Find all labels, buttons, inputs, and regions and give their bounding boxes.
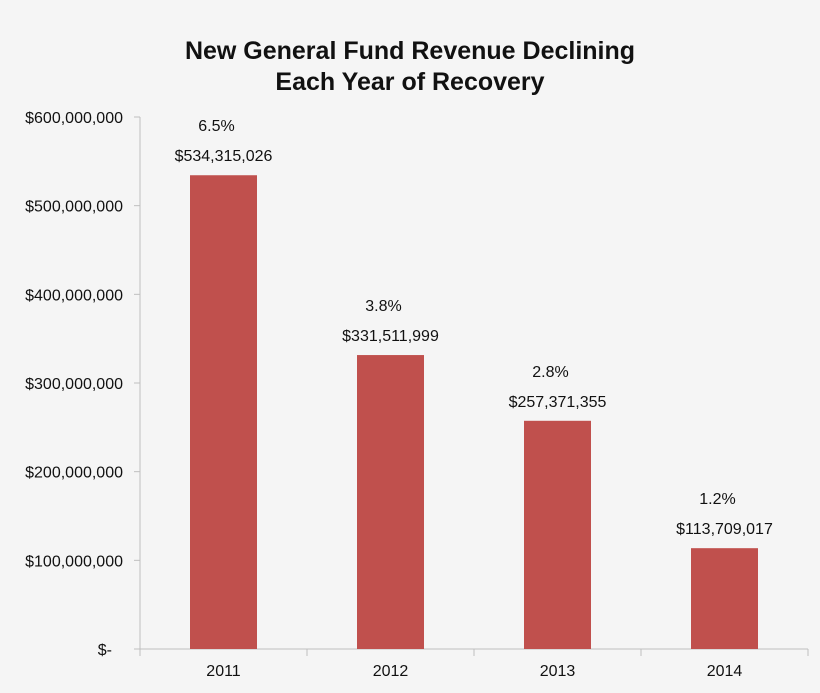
y-tick-label: $300,000,000 — [25, 376, 123, 393]
chart-title-line-1: New General Fund Revenue Declining — [184, 37, 636, 65]
x-tick-label: 2013 — [540, 663, 576, 680]
y-tick-label: $500,000,000 — [25, 199, 123, 216]
bar-2014 — [691, 548, 758, 649]
percent-label: 3.8% — [365, 298, 401, 315]
percent-label: 1.2% — [699, 491, 735, 508]
chart-title-line-2: Each Year of Recovery — [275, 68, 545, 96]
bar-2012 — [357, 355, 424, 649]
y-tick-label: $100,000,000 — [25, 553, 123, 570]
bar-2013 — [524, 420, 591, 649]
x-tick-label: 2011 — [206, 663, 241, 680]
value-label: $534,315,026 — [175, 148, 273, 165]
value-label: $331,511,999 — [342, 328, 439, 345]
y-tick-label: $- — [98, 642, 112, 659]
x-tick-label: 2014 — [707, 663, 743, 680]
value-label: $257,371,355 — [509, 394, 607, 411]
y-tick-label: $400,000,000 — [25, 287, 123, 304]
x-tick-label: 2012 — [373, 663, 409, 680]
value-label: $113,709,017 — [676, 521, 773, 538]
percent-label: 6.5% — [198, 118, 234, 135]
percent-label: 2.8% — [532, 364, 568, 381]
y-tick-label: $600,000,000 — [25, 110, 123, 127]
bar-2011 — [190, 175, 257, 650]
y-tick-label: $200,000,000 — [25, 465, 123, 482]
chart-title: New General Fund Revenue Declining Each … — [0, 36, 820, 98]
